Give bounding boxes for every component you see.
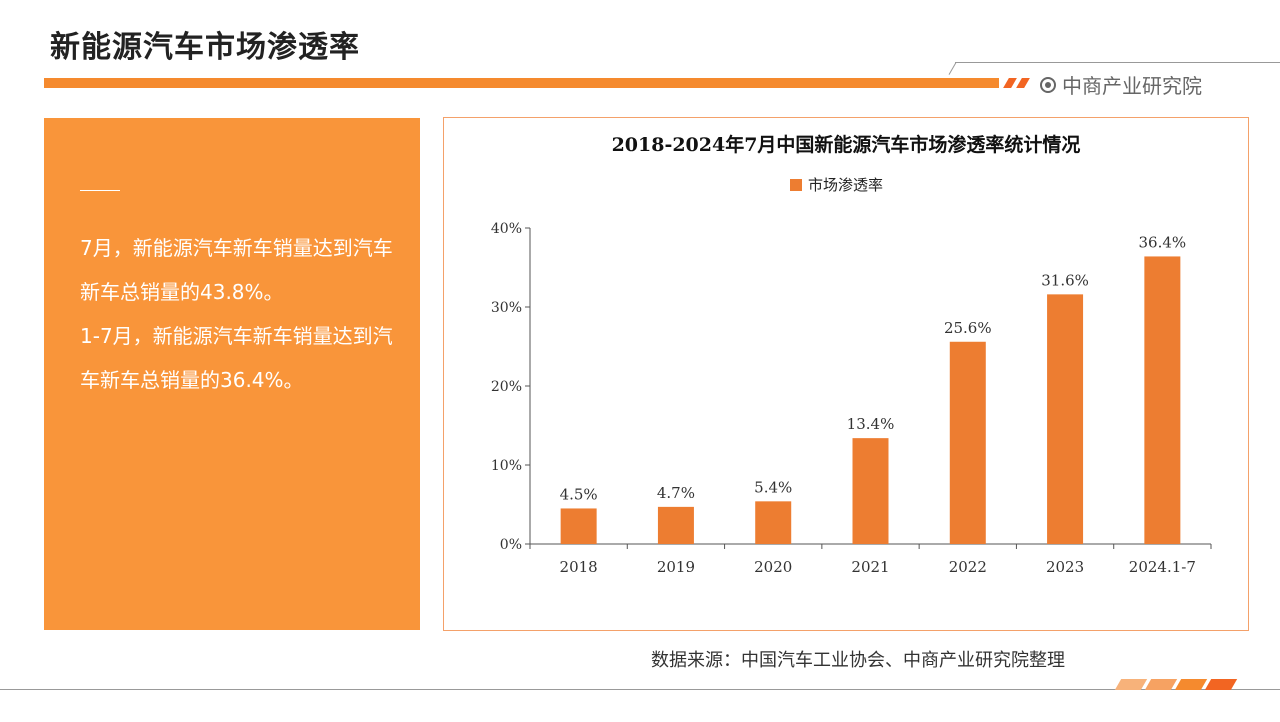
bar-value-label: 13.4% [847,415,895,433]
summary-paragraph: 1-7月，新能源汽车新车销量达到汽车新车总销量的36.4%。 [80,324,393,392]
bar [1144,256,1181,544]
x-category-label: 2019 [657,558,695,576]
header-divider-slash [948,62,957,75]
bar [1047,294,1084,544]
data-source-note: 数据来源：中国汽车工业协会、中商产业研究院整理 [651,650,1065,671]
x-category-label: 2024.1-7 [1129,558,1196,576]
header-stripe [1016,78,1030,88]
legend-label: 市场渗透率 [808,176,884,194]
bar-value-label: 31.6% [1041,271,1089,289]
legend-swatch [790,178,802,191]
summary-panel: 7月，新能源汽车新车销量达到汽车新车总销量的43.8%。 1-7月，新能源汽车新… [44,118,420,630]
bar-value-label: 25.6% [944,319,992,337]
header-divider [955,62,1280,63]
bar-value-label: 4.7% [657,484,695,502]
bar-value-label: 4.5% [560,485,598,503]
bar-value-label: 36.4% [1139,233,1187,251]
x-category-label: 2021 [851,558,889,576]
y-tick-label: 20% [491,379,522,395]
bar [755,501,792,544]
x-category-label: 2022 [949,558,987,576]
header-accent-bar [44,78,999,88]
bar [657,506,694,544]
page-title: 新能源汽车市场渗透率 [50,30,360,65]
bar [560,508,597,544]
chart-container: 2018-2024年7月中国新能源汽车市场渗透率统计情况 市场渗透率 0% 10%… [443,117,1249,631]
brand: 中商产业研究院 [1040,70,1202,99]
bar [852,438,889,544]
summary-paragraph: 7月，新能源汽车新车销量达到汽车新车总销量的43.8%。 [80,236,393,304]
chart-legend: 市场渗透率 [790,174,883,195]
y-tick-label: 10% [491,458,522,474]
header-stripe [1003,78,1017,88]
summary-text: 7月，新能源汽车新车销量达到汽车新车总销量的43.8%。 1-7月，新能源汽车新… [80,226,400,402]
bar [949,341,986,544]
y-tick-label: 40% [491,221,522,237]
y-tick-label: 30% [491,300,522,316]
bar-chart: 0% 10% 20% 30% 40% 4.5% 2018 4.7% 2019 5.4% 2020 13… [491,221,1212,576]
x-category-label: 2020 [754,558,792,576]
chart-title: 2018-2024年7月中国新能源汽车市场渗透率统计情况 [611,134,1081,156]
x-category-label: 2023 [1046,558,1084,576]
summary-rule [80,190,120,191]
y-tick-label: 0% [500,537,522,553]
x-category-label: 2018 [560,558,598,576]
footer-divider [0,689,1280,690]
bar-value-label: 5.4% [754,478,792,496]
brand-name: 中商产业研究院 [1062,74,1202,98]
brand-logo-icon [1040,76,1056,93]
